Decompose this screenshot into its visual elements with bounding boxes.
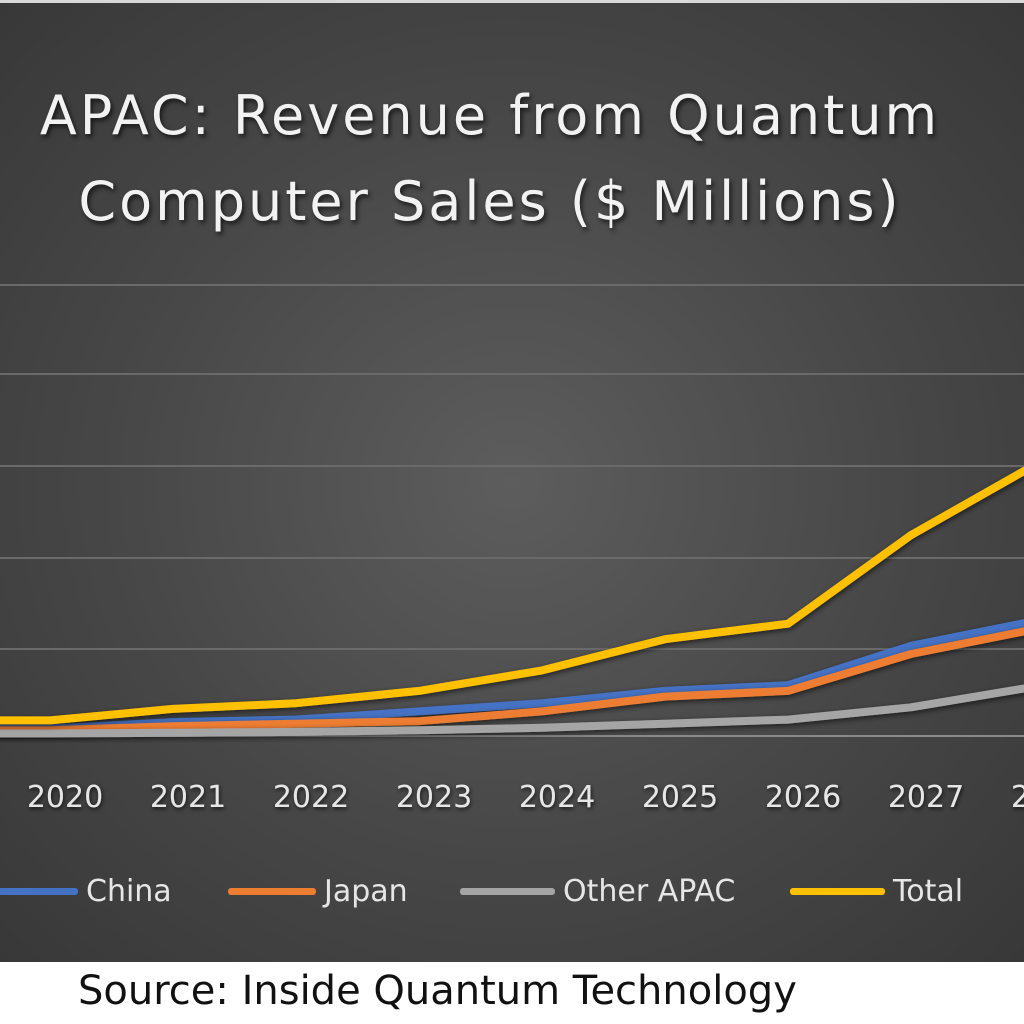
legend-swatch bbox=[460, 887, 555, 895]
series-lines bbox=[0, 466, 1024, 738]
legend-label: Total bbox=[893, 873, 964, 909]
source-caption: Source: Inside Quantum Technology bbox=[78, 968, 797, 1014]
legend-item: China bbox=[0, 863, 172, 919]
chart-panel: APAC: Revenue from Quantum Computer Sale… bbox=[0, 0, 1024, 962]
legend-item: Total bbox=[790, 863, 963, 919]
x-tick-label: 2026 bbox=[765, 780, 841, 815]
legend-label: Japan bbox=[324, 873, 408, 909]
legend: China Japan Other APAC Total bbox=[0, 863, 1024, 919]
series-line-japan bbox=[0, 627, 1024, 735]
x-tick-label: 2028 bbox=[1011, 780, 1024, 815]
legend-label: China bbox=[86, 873, 172, 909]
legend-label: Other APAC bbox=[563, 873, 736, 909]
legend-swatch bbox=[0, 887, 78, 895]
x-tick-label: 2021 bbox=[150, 780, 226, 815]
series-line-total bbox=[0, 466, 1024, 725]
legend-swatch bbox=[790, 887, 885, 895]
legend-item: Other APAC bbox=[460, 863, 735, 919]
x-tick-label: 2025 bbox=[642, 780, 718, 815]
legend-item: Japan bbox=[228, 863, 408, 919]
x-tick-label: 2022 bbox=[273, 780, 349, 815]
x-tick-label: 2023 bbox=[396, 780, 472, 815]
x-axis-ticks: 2020 2021 2022 2023 2024 2025 2026 2027 2028 bbox=[27, 780, 1024, 815]
plot-area: 2020 2021 2022 2023 2024 2025 2026 2027 2028 bbox=[0, 284, 1024, 815]
x-tick-label: 2024 bbox=[519, 780, 595, 815]
legend-swatch bbox=[228, 887, 316, 895]
series-line-other-apac bbox=[0, 684, 1024, 738]
x-tick-label: 2027 bbox=[888, 780, 964, 815]
chart-title: APAC: Revenue from Quantum Computer Sale… bbox=[39, 84, 941, 233]
x-tick-label: 2020 bbox=[27, 780, 103, 815]
